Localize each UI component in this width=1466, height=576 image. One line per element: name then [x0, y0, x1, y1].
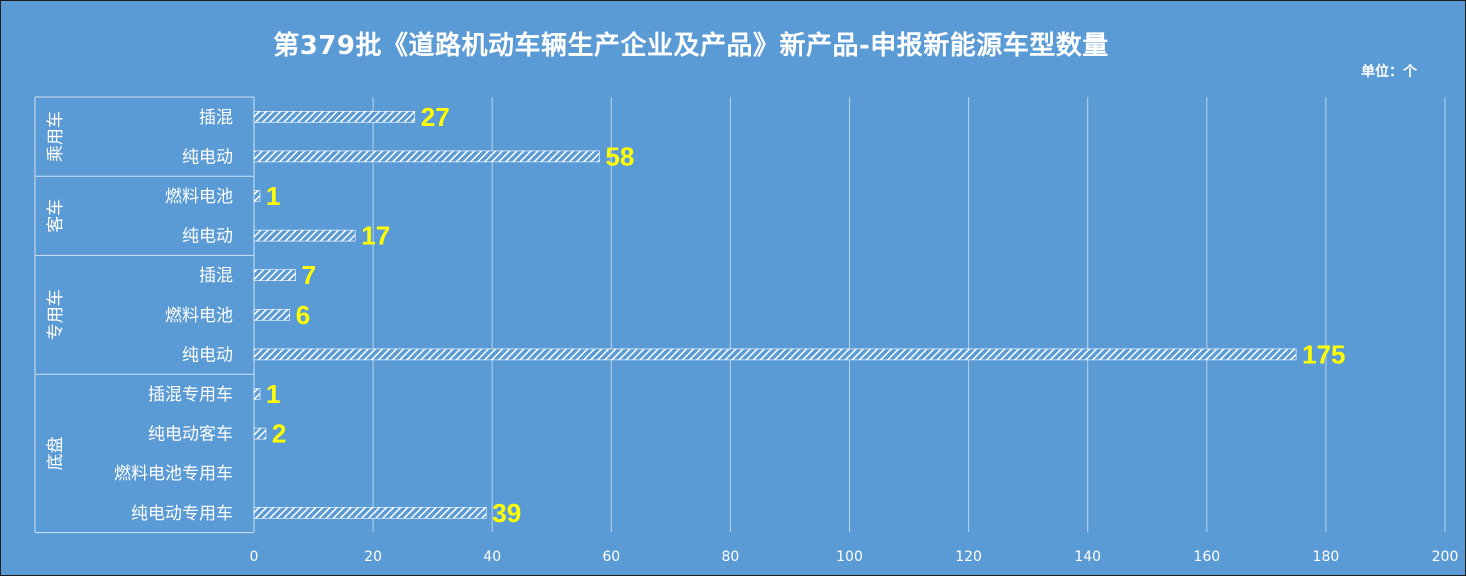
category-label: 纯电动专用车 [131, 504, 233, 524]
x-tick-label: 80 [721, 549, 739, 565]
bar [253, 111, 416, 123]
unit-label: 单位：个 [1361, 64, 1417, 80]
category-label: 燃料电池 [165, 306, 233, 326]
category-label: 纯电动 [182, 227, 233, 247]
bar [253, 308, 291, 321]
x-tick-label: 120 [955, 549, 982, 565]
bar [253, 229, 356, 242]
x-tick-label: 100 [836, 549, 863, 565]
bar [253, 269, 296, 282]
group-label: 底盘 [46, 436, 66, 470]
group-label: 乘用车 [46, 111, 66, 162]
data-label: 1 [266, 181, 280, 211]
bar [253, 427, 267, 440]
category-label: 插混专用车 [148, 385, 233, 405]
x-tick-label: 200 [1432, 549, 1459, 565]
category-label: 纯电动 [182, 147, 233, 167]
bar [253, 348, 1297, 361]
x-tick-label: 40 [483, 549, 501, 565]
category-label: 插混 [199, 266, 233, 286]
data-label: 2 [272, 419, 286, 449]
category-label: 燃料电池专用车 [114, 464, 233, 484]
group-label: 客车 [46, 199, 66, 233]
data-label: 58 [605, 141, 634, 171]
bar [253, 506, 487, 519]
x-tick-label: 60 [602, 549, 620, 565]
data-label: 1 [266, 379, 280, 409]
data-label: 17 [361, 221, 390, 251]
x-tick-label: 180 [1313, 549, 1340, 565]
data-label: 175 [1302, 339, 1345, 369]
x-tick-label: 140 [1074, 549, 1101, 565]
category-label: 燃料电池 [165, 187, 233, 207]
chart-title: 第379批《道路机动车辆生产企业及产品》新产品-申报新能源车型数量 [273, 31, 1109, 61]
category-label: 插混 [199, 108, 233, 128]
category-label: 纯电动 [182, 345, 233, 365]
group-label: 专用车 [46, 289, 66, 340]
data-label: 7 [302, 260, 316, 290]
bar [253, 190, 261, 202]
data-label: 27 [421, 102, 450, 132]
bar [253, 388, 261, 400]
x-tick-label: 160 [1193, 549, 1220, 565]
x-tick-label: 0 [250, 549, 259, 565]
bar [253, 150, 600, 163]
data-label: 39 [492, 498, 521, 528]
x-tick-label: 20 [364, 549, 382, 565]
category-label: 纯电动客车 [148, 425, 233, 445]
data-label: 6 [296, 300, 310, 330]
